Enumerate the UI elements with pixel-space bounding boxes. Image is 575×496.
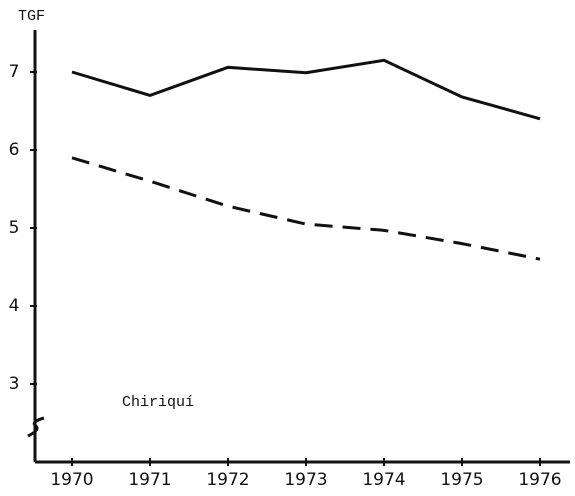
y-tick-label: 7 bbox=[9, 62, 20, 82]
axis-break bbox=[27, 416, 45, 438]
y-axis-label: TGF bbox=[18, 8, 45, 25]
x-tick-label: 1972 bbox=[206, 470, 249, 490]
x-tick-label: 1970 bbox=[50, 470, 93, 490]
x-tick-label: 1974 bbox=[362, 470, 405, 490]
y-tick-label: 4 bbox=[9, 296, 20, 316]
x-tick-label: 1976 bbox=[518, 470, 561, 490]
line-series bbox=[71, 58, 541, 121]
y-tick-label: 6 bbox=[9, 140, 20, 160]
x-tick-label: 1971 bbox=[128, 470, 171, 490]
y-tick-label: 3 bbox=[9, 374, 20, 394]
x-tick-label: 1973 bbox=[284, 470, 327, 490]
line-series bbox=[71, 156, 541, 261]
x-tick-label: 1975 bbox=[440, 470, 483, 490]
y-tick-label: 5 bbox=[9, 218, 20, 238]
annotation: Chiriquí bbox=[122, 394, 194, 411]
